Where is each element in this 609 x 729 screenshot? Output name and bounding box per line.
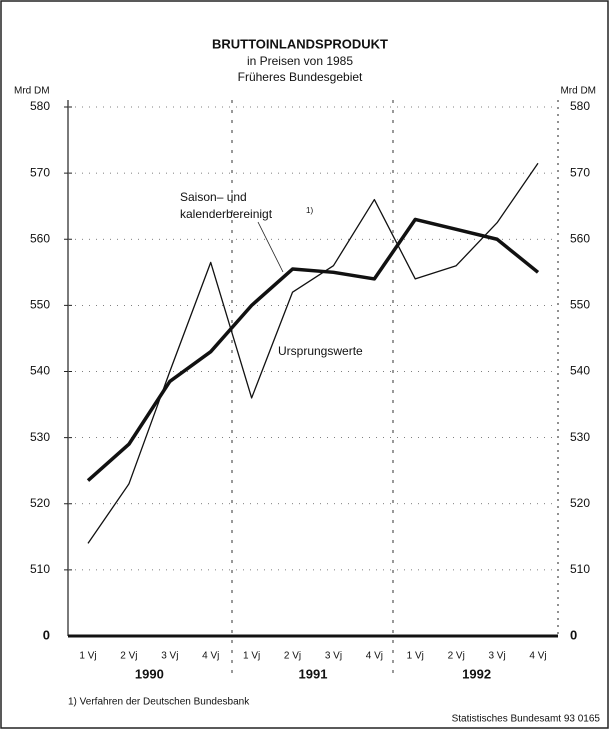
x-tick-label: 4 Vj xyxy=(366,651,383,662)
y-tick-label: 580 xyxy=(570,99,590,113)
x-tick-label: 1 Vj xyxy=(407,651,424,662)
y-axis-label: Mrd DM xyxy=(14,86,50,97)
y-tick-label: 510 xyxy=(570,562,590,576)
y-tick-label: 530 xyxy=(30,430,50,444)
x-tick-label: 3 Vj xyxy=(161,651,178,662)
y-axis-label: Mrd DM xyxy=(560,86,596,97)
y-tick-label: 530 xyxy=(570,430,590,444)
y-tick-label: 540 xyxy=(570,364,590,378)
x-tick-label: 4 Vj xyxy=(529,651,546,662)
x-tick-label: 2 Vj xyxy=(448,651,465,662)
y-tick-label: 560 xyxy=(30,231,50,245)
source: Statistisches Bundesamt 93 0165 xyxy=(452,714,601,725)
year-label: 1992 xyxy=(462,666,491,681)
series-label: Ursprungswerte xyxy=(278,344,363,358)
y-tick-label: 570 xyxy=(570,165,590,179)
footnote: 1) Verfahren der Deutschen Bundesbank xyxy=(68,697,250,708)
x-tick-label: 2 Vj xyxy=(120,651,137,662)
line-series xyxy=(87,162,539,544)
x-tick-label: 1 Vj xyxy=(243,651,260,662)
y-tick-label: 0 xyxy=(570,627,577,642)
x-tick-label: 3 Vj xyxy=(488,651,505,662)
leader-line xyxy=(257,221,284,273)
y-tick-label: 510 xyxy=(30,562,50,576)
chart-subtitle: Früheres Bundesgebiet xyxy=(238,70,363,84)
year-label: 1991 xyxy=(299,666,328,681)
y-tick-label: 540 xyxy=(30,364,50,378)
y-tick-label: 570 xyxy=(30,165,50,179)
annotation: Saison– und xyxy=(180,190,247,204)
y-tick-label: 520 xyxy=(30,496,50,510)
x-tick-label: 3 Vj xyxy=(325,651,342,662)
y-tick-label: 520 xyxy=(570,496,590,510)
y-tick-label: 0 xyxy=(43,627,50,642)
chart-title: BRUTTOINLANDSPRODUKT xyxy=(212,36,388,51)
y-tick-label: 550 xyxy=(30,298,50,312)
y-tick-label: 560 xyxy=(570,231,590,245)
year-label: 1990 xyxy=(135,666,164,681)
x-tick-label: 1 Vj xyxy=(79,651,96,662)
y-tick-label: 550 xyxy=(570,298,590,312)
x-tick-label: 2 Vj xyxy=(284,651,301,662)
chart-subtitle: in Preisen von 1985 xyxy=(247,54,353,68)
annotation-note: 1) xyxy=(306,206,313,215)
annotation: kalenderbereinigt xyxy=(180,207,273,221)
x-tick-label: 4 Vj xyxy=(202,651,219,662)
y-tick-label: 580 xyxy=(30,99,50,113)
